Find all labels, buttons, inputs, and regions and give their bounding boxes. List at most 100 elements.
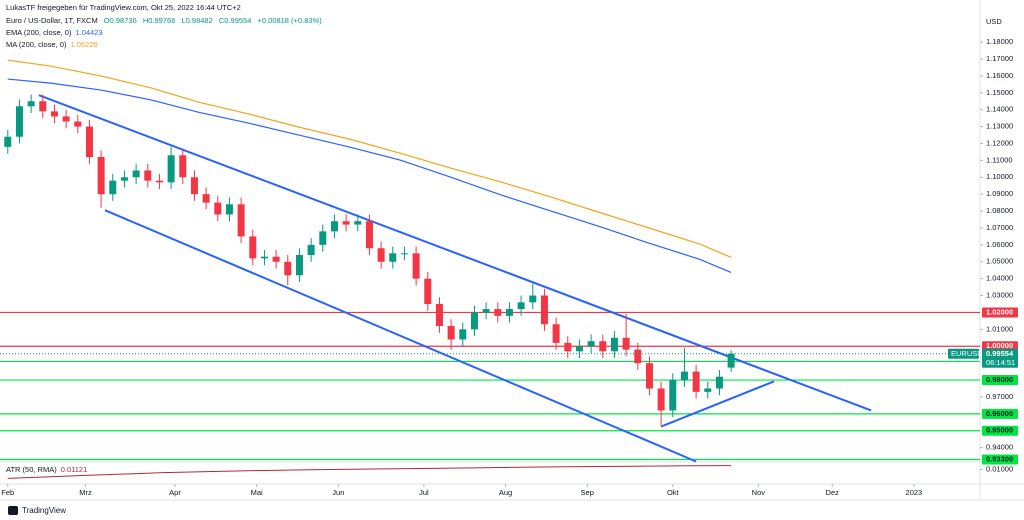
candle-body bbox=[109, 180, 117, 195]
trendline bbox=[104, 209, 697, 463]
candle-body bbox=[692, 371, 700, 392]
candle-body bbox=[610, 337, 618, 352]
candle-body bbox=[284, 261, 292, 276]
candle-body bbox=[634, 349, 642, 364]
candle-body bbox=[272, 256, 280, 262]
candle-body bbox=[202, 194, 210, 203]
y-tick-label: 1.05000 bbox=[986, 257, 1013, 266]
candle-body bbox=[599, 341, 607, 352]
candle-body bbox=[295, 254, 303, 276]
y-tick-label: 1.15000 bbox=[986, 88, 1013, 97]
level-label: 1.00000 bbox=[986, 341, 1013, 350]
y-tick-label: 1.13000 bbox=[986, 122, 1013, 131]
candle-body bbox=[354, 221, 362, 225]
y-tick-label: 1.10000 bbox=[986, 172, 1013, 181]
credit-text: LukasTF freigegeben für TradingView.com,… bbox=[6, 3, 241, 12]
atr-legend: ATR (50, RMA) 0.01121 bbox=[6, 465, 91, 474]
candle-body bbox=[715, 376, 723, 389]
y-tick-label: 1.08000 bbox=[986, 206, 1013, 215]
y-tick-label: 0.97000 bbox=[986, 392, 1013, 401]
level-label: 1.02000 bbox=[986, 307, 1013, 316]
level-label: 0.93300 bbox=[986, 454, 1013, 463]
candle-body bbox=[85, 126, 93, 157]
countdown-label: 06:14:51 bbox=[986, 358, 1015, 367]
candle-body bbox=[190, 177, 198, 195]
candle-body bbox=[260, 256, 268, 259]
candle-body bbox=[727, 353, 735, 368]
candle-body bbox=[225, 204, 233, 215]
candle-body bbox=[97, 156, 105, 195]
ohlc: O0.98736 bbox=[103, 16, 137, 25]
ohlc: L0.98482 bbox=[181, 16, 213, 25]
ohlc: H0.99766 bbox=[142, 16, 176, 25]
price-tag bbox=[982, 348, 1018, 368]
candle-body bbox=[470, 312, 478, 330]
candle-body bbox=[704, 388, 712, 392]
candle-body bbox=[529, 295, 537, 303]
candle-body bbox=[237, 204, 245, 237]
atr-line bbox=[7, 465, 732, 479]
x-tick-label: Apr bbox=[169, 488, 181, 497]
candle-body bbox=[680, 371, 688, 381]
level-tag bbox=[982, 425, 1018, 436]
legend-value: 1.04423 bbox=[75, 28, 103, 37]
credit: LukasTF freigegeben für TradingView.com,… bbox=[6, 3, 245, 12]
symbol: Euro / US-Dollar, 1T, FXCM bbox=[6, 16, 98, 25]
candle-body bbox=[167, 155, 175, 183]
level-tag bbox=[982, 307, 1018, 318]
candle-body bbox=[249, 236, 257, 259]
candle-body bbox=[307, 244, 315, 255]
symbol-tag bbox=[948, 348, 979, 359]
level-label: 0.96000 bbox=[986, 409, 1013, 418]
candle-body bbox=[505, 309, 513, 316]
ema-legend: EMA (200, close, 0) 1.04423 bbox=[6, 28, 107, 37]
level-label: 0.95000 bbox=[986, 426, 1013, 435]
y-tick-label: 1.03000 bbox=[986, 291, 1013, 300]
y-tick-label: 1.06000 bbox=[986, 240, 1013, 249]
candle-body bbox=[15, 106, 23, 137]
x-tick-label: Jul bbox=[419, 488, 429, 497]
candle-body bbox=[214, 202, 222, 215]
candle-body bbox=[540, 295, 548, 325]
candle-body bbox=[120, 177, 128, 181]
level-tag bbox=[982, 454, 1018, 465]
x-tick-label: Sep bbox=[581, 488, 594, 497]
x-tick-label: Feb bbox=[1, 488, 14, 497]
candle-body bbox=[447, 325, 455, 340]
y-tick-label: 0.94000 bbox=[986, 443, 1013, 452]
candle-body bbox=[587, 341, 595, 347]
y-tick-label: 1.01000 bbox=[986, 324, 1013, 333]
legend-name: EMA (200, close, 0) bbox=[6, 28, 72, 37]
candle-body bbox=[552, 324, 560, 343]
change: +0.00818 (+0.83%) bbox=[257, 16, 322, 25]
y-tick-label: 1.07000 bbox=[986, 223, 1013, 232]
level-tag bbox=[982, 375, 1018, 386]
y-tick-label: 1.17000 bbox=[986, 54, 1013, 63]
candle-body bbox=[459, 329, 467, 340]
candle-body bbox=[494, 309, 502, 316]
x-tick-label: Mai bbox=[251, 488, 263, 497]
legend-value: 0.01121 bbox=[60, 465, 88, 474]
candle-body bbox=[564, 342, 572, 352]
atr-y-tick-label: 0.01000 bbox=[986, 464, 1013, 473]
candle-body bbox=[435, 304, 443, 326]
moving-average bbox=[7, 78, 732, 273]
x-tick-label: 2023 bbox=[906, 488, 923, 497]
y-tick-label: 1.12000 bbox=[986, 138, 1013, 147]
legend-name: MA (200, close, 0) bbox=[6, 40, 67, 49]
candle-body bbox=[39, 101, 47, 112]
x-tick-label: Nov bbox=[752, 488, 766, 497]
candle-body bbox=[657, 388, 665, 411]
candle-body bbox=[575, 346, 583, 352]
y-tick-label: 1.09000 bbox=[986, 189, 1013, 198]
candle-body bbox=[155, 180, 163, 183]
candle-body bbox=[4, 136, 12, 147]
candle-body bbox=[622, 337, 630, 350]
level-tag bbox=[982, 341, 1018, 352]
candle-body bbox=[377, 248, 385, 262]
candle-body bbox=[645, 363, 653, 389]
candle-body bbox=[50, 111, 58, 117]
level-tag bbox=[982, 408, 1018, 419]
y-tick-label: 1.18000 bbox=[986, 37, 1013, 46]
